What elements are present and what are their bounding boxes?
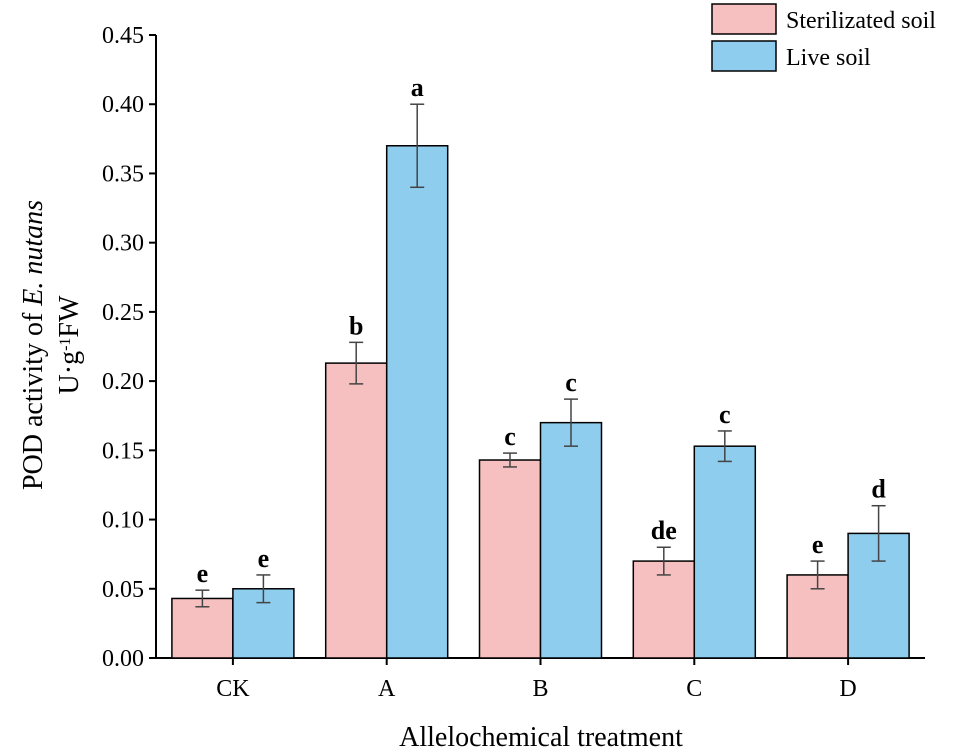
error-bars bbox=[195, 103, 886, 608]
legend-swatch-live bbox=[711, 40, 777, 72]
significance-label: b bbox=[349, 311, 363, 340]
x-tick-label: CK bbox=[216, 676, 250, 702]
significance-label: c bbox=[504, 422, 516, 451]
legend: Sterilizated soil Live soil bbox=[711, 3, 936, 72]
y-axis-title-prefix: POD activity of bbox=[18, 306, 49, 490]
y-axis-title-species: E. nutans bbox=[18, 200, 49, 307]
x-axis-title: Allelochemical treatment bbox=[399, 722, 683, 753]
y-axis-unit-superscript: -1 bbox=[57, 338, 74, 351]
y-tick-label: 0.15 bbox=[102, 438, 144, 464]
bar-live bbox=[539, 421, 603, 659]
y-tick-label: 0.00 bbox=[102, 646, 144, 672]
bar-live bbox=[385, 145, 449, 659]
y-tick-label: 0.35 bbox=[102, 161, 144, 187]
significance-label: c bbox=[565, 368, 577, 397]
significance-label: c bbox=[719, 400, 731, 429]
significance-label: e bbox=[197, 559, 209, 588]
bar-sterilizated bbox=[324, 362, 388, 659]
x-tick-label: D bbox=[839, 676, 856, 702]
svg-text:POD activity of E. nutans: POD activity of E. nutans bbox=[18, 200, 49, 490]
legend-swatch-sterilizated bbox=[711, 3, 777, 35]
significance-label: de bbox=[651, 516, 677, 545]
significance-label: d bbox=[871, 475, 886, 504]
bar-sterilizated bbox=[171, 597, 234, 659]
significance-label: e bbox=[812, 530, 824, 559]
legend-label-sterilizated: Sterilizated soil bbox=[786, 8, 936, 34]
y-tick-label: 0.40 bbox=[102, 92, 144, 118]
y-tick-label: 0.20 bbox=[102, 369, 144, 395]
y-axis-unit-prefix: U·g bbox=[54, 351, 85, 395]
significance-label: a bbox=[411, 73, 424, 102]
x-tick-label: B bbox=[532, 676, 548, 702]
x-tick-label: C bbox=[686, 676, 702, 702]
y-tick-label: 0.30 bbox=[102, 231, 144, 257]
x-ticks: CK A B C D bbox=[216, 658, 857, 702]
svg-text:U·g-1FW: U·g-1FW bbox=[54, 295, 85, 394]
legend-label-live: Live soil bbox=[786, 45, 871, 71]
y-axis-title: POD activity of E. nutans U·g-1FW bbox=[18, 200, 85, 490]
significance-label: e bbox=[258, 544, 270, 573]
y-tick-label: 0.05 bbox=[102, 577, 144, 603]
significance-labels: e b c de e e a c c d bbox=[197, 73, 887, 588]
x-tick-label: A bbox=[378, 676, 396, 702]
bars bbox=[171, 145, 910, 659]
bar-sterilizated bbox=[478, 459, 542, 659]
y-tick-label: 0.45 bbox=[102, 23, 144, 49]
bar-live bbox=[693, 445, 757, 659]
y-tick-label: 0.10 bbox=[102, 508, 144, 534]
y-tick-label: 0.25 bbox=[102, 300, 144, 326]
y-ticks: 0.00 0.05 0.10 0.15 0.20 0.25 0.30 0.35 0.40 0.45 bbox=[102, 23, 156, 672]
y-axis-unit-suffix: FW bbox=[54, 295, 85, 338]
